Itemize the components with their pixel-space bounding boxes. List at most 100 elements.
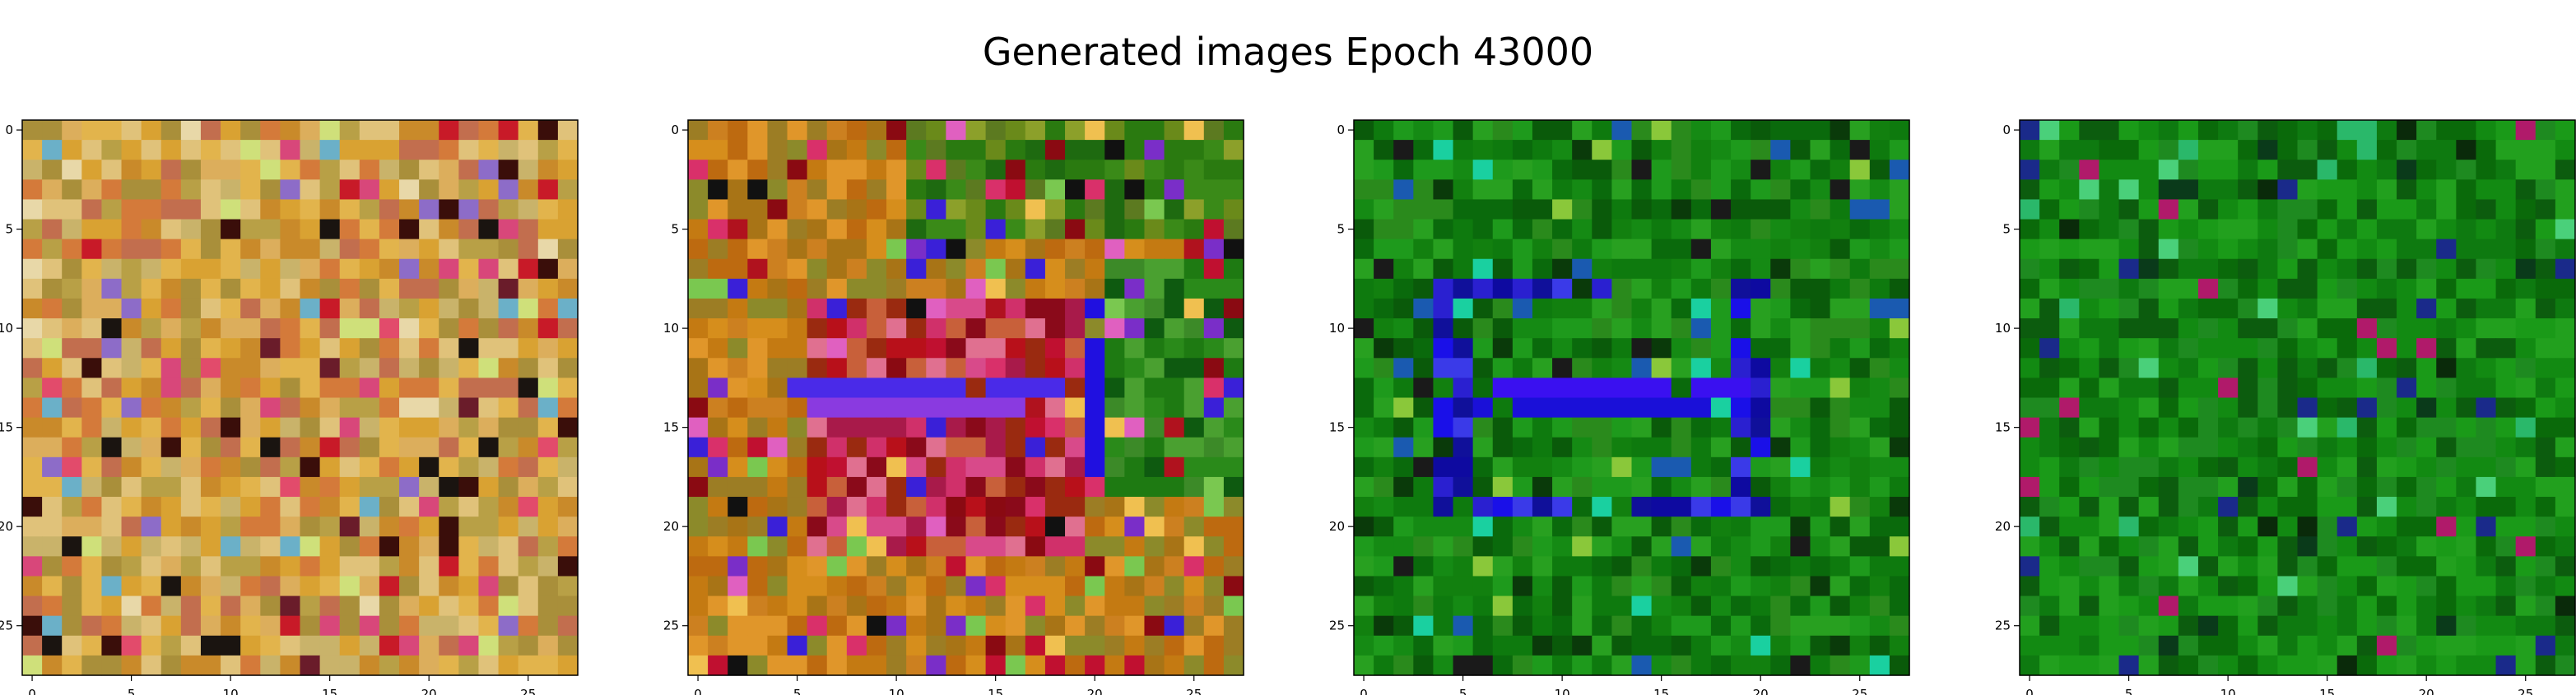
pixel-cell xyxy=(926,456,946,478)
pixel-cell xyxy=(1472,497,1494,517)
pixel-cell xyxy=(1453,318,1474,339)
pixel-cell xyxy=(458,517,480,537)
pixel-cell xyxy=(728,536,748,557)
pixel-cell xyxy=(2238,437,2258,458)
pixel-cell xyxy=(1731,338,1751,359)
pixel-cell xyxy=(2397,397,2417,419)
pixel-cell xyxy=(1532,140,1553,160)
pixel-cell xyxy=(81,378,103,399)
pixel-cell xyxy=(767,298,788,319)
pixel-cell xyxy=(2218,239,2239,260)
pixel-cell xyxy=(866,556,887,577)
pixel-cell xyxy=(2376,417,2397,438)
pixel-cell xyxy=(985,278,1007,299)
pixel-cell xyxy=(1671,160,1692,180)
pixel-cell xyxy=(439,378,459,399)
pixel-cell xyxy=(2317,417,2338,438)
pixel-cell xyxy=(1512,576,1533,597)
pixel-cell xyxy=(2099,476,2120,498)
pixel-cell xyxy=(1790,378,1811,399)
pixel-cell xyxy=(1085,358,1105,378)
pixel-cell xyxy=(81,517,103,537)
pixel-cell xyxy=(1183,635,1205,656)
pixel-cell xyxy=(2555,417,2576,438)
pixel-cell xyxy=(1751,517,1771,537)
pixel-cell xyxy=(498,179,519,201)
y-tick-label: 20 xyxy=(0,519,13,534)
pixel-cell xyxy=(1393,278,1414,299)
pixel-cell xyxy=(2376,318,2397,339)
pixel-cell xyxy=(2436,358,2457,378)
pixel-cell xyxy=(1611,298,1633,319)
pixel-cell xyxy=(260,179,281,201)
pixel-cell xyxy=(359,179,380,201)
pixel-cell xyxy=(1572,556,1593,577)
pixel-cell xyxy=(846,258,867,280)
pixel-cell xyxy=(985,497,1007,517)
pixel-cell xyxy=(2416,378,2437,399)
pixel-cell xyxy=(688,358,709,378)
pixel-cell xyxy=(1044,179,1066,201)
pixel-cell xyxy=(2376,517,2397,537)
pixel-cell xyxy=(688,456,709,478)
pixel-cell xyxy=(688,615,709,637)
pixel-cell xyxy=(1611,437,1633,458)
pixel-cell xyxy=(439,338,459,359)
pixel-cell xyxy=(2376,536,2397,557)
pixel-cell xyxy=(280,318,301,339)
pixel-cell xyxy=(2138,358,2160,378)
pixel-cell xyxy=(2356,476,2378,498)
pixel-cell xyxy=(1790,219,1811,240)
pixel-cell xyxy=(260,278,281,299)
pixel-cell xyxy=(1164,595,1185,617)
pixel-cell xyxy=(319,378,341,399)
pixel-cell xyxy=(141,378,162,399)
pixel-cell xyxy=(2158,140,2179,160)
pixel-cell xyxy=(1731,219,1751,240)
pixel-cell xyxy=(1413,576,1434,597)
pixel-cell xyxy=(1552,378,1573,399)
pixel-cell xyxy=(1393,358,1414,378)
pixel-cell xyxy=(1183,278,1205,299)
pixel-cell xyxy=(221,497,241,517)
pixel-cell xyxy=(537,437,559,458)
pixel-cell xyxy=(1144,179,1165,201)
pixel-cell xyxy=(1651,298,1672,319)
pixel-cell xyxy=(826,576,848,597)
pixel-cell xyxy=(2099,298,2120,319)
pixel-cell xyxy=(1144,378,1165,399)
pixel-cell xyxy=(141,258,162,280)
pixel-cell xyxy=(1453,219,1474,240)
pixel-cell xyxy=(846,655,867,676)
pixel-cell xyxy=(2197,417,2219,438)
pixel-cell xyxy=(101,456,123,478)
pixel-cell xyxy=(886,239,907,260)
pixel-cell xyxy=(1472,517,1494,537)
pixel-cell xyxy=(81,576,103,597)
pixel-cell xyxy=(2059,655,2080,676)
pixel-cell xyxy=(1374,338,1394,359)
pixel-cell xyxy=(1532,576,1553,597)
pixel-cell xyxy=(1671,378,1692,399)
pixel-cell xyxy=(62,219,82,240)
pixel-cell xyxy=(2158,318,2179,339)
pixel-cell xyxy=(1631,140,1653,160)
pixel-cell xyxy=(728,615,748,637)
pixel-cell xyxy=(787,199,808,220)
pixel-cell xyxy=(1611,318,1633,339)
pixel-cell xyxy=(180,278,202,299)
pixel-cell xyxy=(557,160,579,180)
pixel-cell xyxy=(2178,476,2199,498)
pixel-cell xyxy=(121,417,142,438)
pixel-cell xyxy=(62,298,82,319)
pixel-cell xyxy=(1065,199,1086,220)
pixel-cell xyxy=(1532,655,1553,676)
pixel-cell xyxy=(2238,120,2258,141)
pixel-cell xyxy=(965,615,987,637)
pixel-cell xyxy=(1164,556,1185,577)
pixel-cell xyxy=(160,456,182,478)
pixel-cell xyxy=(1512,179,1533,201)
pixel-cell xyxy=(458,556,480,577)
pixel-cell xyxy=(1453,497,1474,517)
